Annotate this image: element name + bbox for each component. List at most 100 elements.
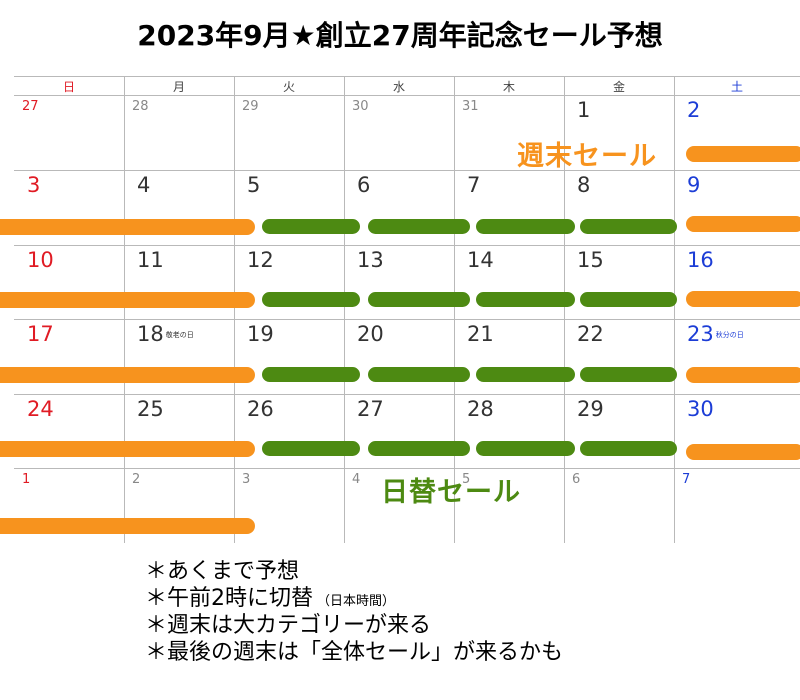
daily-sale-bar bbox=[580, 367, 677, 382]
day-number: 29 bbox=[242, 99, 259, 114]
note-item: ＊最後の週末は「全体セール」が来るかも bbox=[145, 640, 564, 665]
day-number: 6 bbox=[357, 173, 371, 197]
daily-sale-bar bbox=[368, 367, 470, 382]
calendar-day: 31 bbox=[462, 99, 479, 114]
calendar-day: 13 bbox=[357, 248, 384, 272]
calendar-day: 1 bbox=[577, 98, 590, 122]
grid-line bbox=[344, 76, 345, 543]
calendar-day: 6 bbox=[357, 173, 370, 197]
daily-sale-bar bbox=[580, 219, 677, 234]
weekday-header: 土 bbox=[730, 80, 743, 94]
calendar-day: 3 bbox=[27, 173, 40, 197]
day-number: 30 bbox=[687, 397, 714, 421]
calendar-day: 21 bbox=[467, 322, 494, 346]
calendar-day: 27 bbox=[22, 99, 39, 114]
calendar-day: 24 bbox=[27, 397, 54, 421]
weekend-sale-bar bbox=[0, 219, 255, 235]
weekday-header: 水 bbox=[392, 80, 405, 94]
day-number: 2 bbox=[687, 98, 701, 122]
day-number: 12 bbox=[247, 248, 274, 272]
calendar-day: 5 bbox=[247, 173, 260, 197]
weekend-sale-bar bbox=[686, 444, 800, 460]
calendar-day: 2 bbox=[132, 472, 140, 487]
day-number: 7 bbox=[467, 173, 481, 197]
calendar-day: 4 bbox=[137, 173, 150, 197]
calendar-day: 8 bbox=[577, 173, 590, 197]
weekday-header: 火 bbox=[282, 80, 295, 94]
day-number: 15 bbox=[577, 248, 604, 272]
calendar-day: 2 bbox=[687, 98, 700, 122]
notes-list: ＊あくまで予想 ＊午前2時に切替 （日本時間） ＊週末は大カテゴリーが来る ＊最後… bbox=[145, 558, 563, 666]
calendar-day: 7 bbox=[682, 472, 690, 487]
daily-sale-label: 日替セール bbox=[381, 477, 521, 508]
day-number: 4 bbox=[137, 173, 151, 197]
calendar-day: 11 bbox=[137, 248, 164, 272]
day-number: 28 bbox=[132, 99, 149, 114]
day-number: 19 bbox=[247, 322, 274, 346]
calendar-day: 17 bbox=[27, 322, 54, 346]
calendar-day: 30 bbox=[352, 99, 369, 114]
grid-line bbox=[14, 394, 800, 395]
daily-sale-bar bbox=[476, 367, 575, 382]
weekday-header: 日 bbox=[62, 80, 75, 94]
day-number: 29 bbox=[577, 397, 604, 421]
day-number: 31 bbox=[462, 99, 479, 114]
daily-sale-bar bbox=[476, 219, 575, 234]
day-number: 6 bbox=[572, 472, 581, 487]
calendar-day: 19 bbox=[247, 322, 274, 346]
holiday-name: 敬老の日 bbox=[165, 331, 194, 339]
calendar-day: 29 bbox=[577, 397, 604, 421]
daily-sale-bar bbox=[368, 441, 470, 456]
calendar-day: 9 bbox=[687, 173, 700, 197]
daily-sale-bar bbox=[476, 292, 575, 307]
day-number: 28 bbox=[467, 397, 494, 421]
day-number: 3 bbox=[242, 472, 251, 487]
day-number: 20 bbox=[357, 322, 384, 346]
day-number: 5 bbox=[247, 173, 261, 197]
day-number: 22 bbox=[577, 322, 604, 346]
weekend-sale-bar bbox=[686, 146, 800, 162]
calendar-day: 12 bbox=[247, 248, 274, 272]
grid-line bbox=[674, 76, 675, 543]
weekend-sale-bar bbox=[0, 367, 255, 383]
weekend-sale-bar bbox=[0, 518, 255, 534]
day-number: 7 bbox=[682, 472, 691, 487]
calendar-day: 16 bbox=[687, 248, 714, 272]
day-number: 14 bbox=[467, 248, 494, 272]
calendar-day: 4 bbox=[352, 472, 360, 487]
daily-sale-bar bbox=[262, 441, 360, 456]
weekday-header: 木 bbox=[502, 80, 515, 94]
day-number: 26 bbox=[247, 397, 274, 421]
weekday-header: 月 bbox=[172, 80, 185, 94]
day-number: 4 bbox=[352, 472, 361, 487]
daily-sale-bar bbox=[368, 292, 470, 307]
grid-line bbox=[124, 76, 125, 543]
day-number: 27 bbox=[22, 99, 39, 114]
calendar-day: 28 bbox=[467, 397, 494, 421]
grid-line bbox=[14, 95, 800, 96]
day-number: 27 bbox=[357, 397, 384, 421]
daily-sale-bar bbox=[476, 441, 575, 456]
grid-line bbox=[234, 76, 235, 543]
weekend-sale-bar bbox=[686, 216, 800, 232]
grid-line bbox=[14, 245, 800, 246]
calendar-day: 29 bbox=[242, 99, 259, 114]
day-number: 2 bbox=[132, 472, 141, 487]
day-number: 9 bbox=[687, 173, 701, 197]
day-number: 8 bbox=[577, 173, 591, 197]
calendar-grid: 日月火水木金土 27 28 29 30 31 1 2 3 4 5 6 7 8 9 10 11 12 13 14 15 16… bbox=[0, 76, 800, 543]
holiday-name: 秋分の日 bbox=[715, 331, 744, 339]
calendar-day: 1 bbox=[22, 472, 30, 487]
daily-sale-bar bbox=[580, 441, 677, 456]
note-item: ＊あくまで予想 bbox=[145, 559, 300, 584]
calendar-day: 20 bbox=[357, 322, 384, 346]
day-number: 30 bbox=[352, 99, 369, 114]
day-number: 25 bbox=[137, 397, 164, 421]
weekday-header: 金 bbox=[612, 80, 625, 94]
calendar-day: 30 bbox=[687, 397, 714, 421]
calendar-day: 23 秋分の日 bbox=[687, 322, 744, 346]
calendar-day: 25 bbox=[137, 397, 164, 421]
grid-line bbox=[14, 76, 800, 77]
day-number: 3 bbox=[27, 173, 41, 197]
daily-sale-bar bbox=[580, 292, 677, 307]
